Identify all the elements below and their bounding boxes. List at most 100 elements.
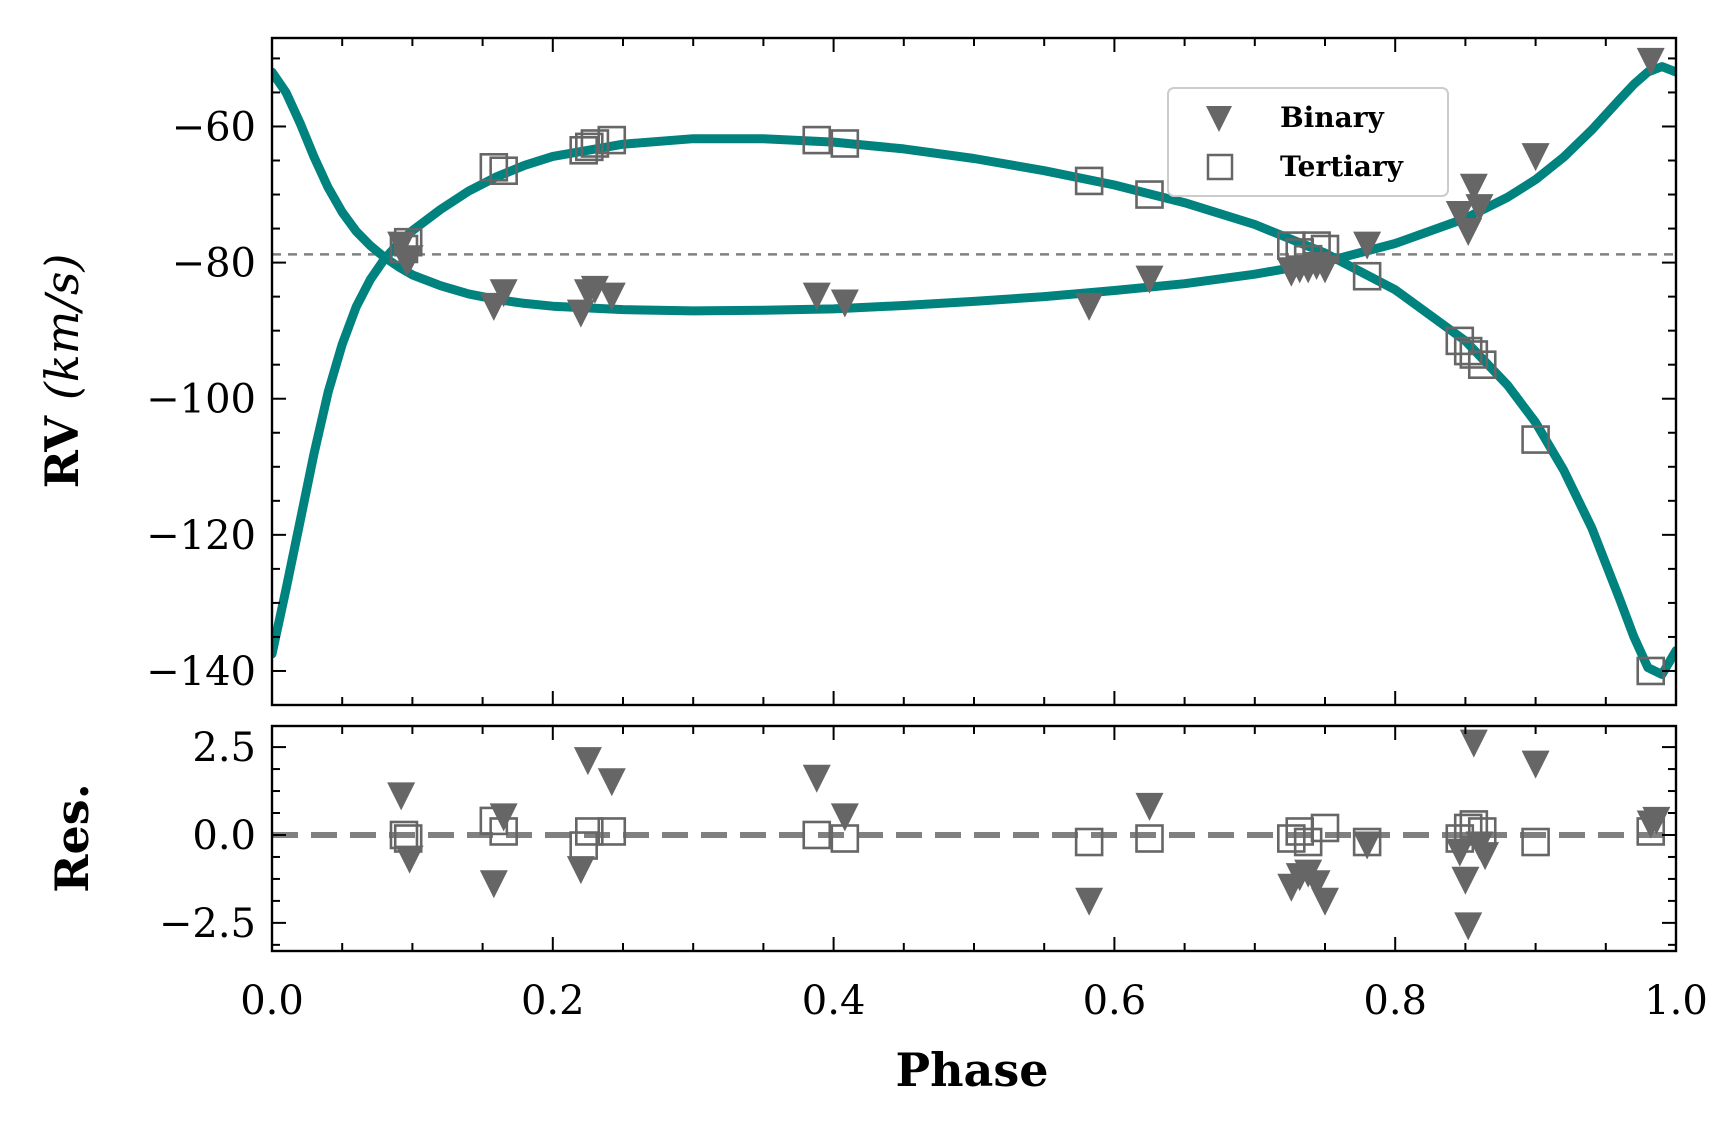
residuals-panel: 2.5 0.0 −2.5 Res. [45,724,1678,953]
res-binary-point [1075,887,1104,916]
legend: Binary Tertiary [1167,87,1449,197]
res-tertiary-point [597,817,627,846]
res-tertiary-point [1352,827,1382,857]
legend-binary-label: Binary [1280,101,1385,134]
rv-y-tick-label: −60 [172,104,256,150]
rv-panel: −60 −80 −100 −120 −140 RV (km/s) Binary Tert… [35,36,1678,707]
rv-tertiary-point [569,136,598,165]
rv-tertiary-point [479,153,509,182]
res-tertiary-point [479,806,509,836]
x-tick-label: 0.8 [1363,978,1427,1024]
res-tertiary-point [1459,810,1489,839]
rv-tertiary-point [1310,234,1340,264]
res-binary-point [387,782,416,811]
res-tertiary-point [1285,817,1315,846]
res-binary-point [1353,831,1382,860]
res-binary-point [1451,866,1480,895]
rv-binary-point [1521,143,1550,172]
res-binary-point [1311,887,1339,916]
legend-binary-marker [1206,106,1232,132]
res-binary-point [395,845,424,874]
residual-ticks [271,726,1677,951]
res-binary-point [573,747,602,776]
res-tertiary-point [393,824,423,853]
rv-binary-point [1454,217,1483,246]
rv-tertiary-point [597,125,627,155]
res-binary-point [1459,729,1488,758]
res-tertiary-point [802,820,832,850]
rv-tertiary-point [580,129,610,158]
res-binary-point [802,764,831,793]
res-tertiary-point [1135,824,1164,853]
rv-binary-point [1459,173,1488,202]
rv-binary-point [830,289,859,318]
res-tertiary-point [1310,813,1340,843]
rv-tertiary-point [489,156,518,186]
x-tick-label: 0.2 [521,978,585,1024]
rv-ylabel-quantity: RV [35,415,89,489]
rv-binary-point [1075,292,1104,321]
res-tertiary-point [389,820,419,850]
res-tertiary-point [1521,827,1550,857]
rv-tertiary-point [1074,166,1104,196]
res-tertiary-point [830,824,860,853]
res-binary-point [1302,870,1331,899]
rv-ylabel-unit: (km/s) [35,254,89,401]
rv-binary-point [802,282,831,311]
rv-tertiary-point [1467,350,1497,379]
rv-tertiary-point [1459,340,1489,369]
rv-y-tick-label: −120 [146,513,256,559]
res-y-tick-label: 0.0 [192,813,256,859]
rv-binary-point [1353,231,1382,260]
res-y-tick-label: 2.5 [192,725,256,771]
res-binary-point [1471,842,1500,871]
rv-tertiary-point [1352,261,1382,291]
res-binary-point [1454,912,1483,941]
legend-tertiary-label: Tertiary [1280,150,1404,183]
rv-y-tick-labels: −60 −80 −100 −120 −140 [146,104,256,694]
rv-tertiary-point [1135,180,1164,209]
rv-tertiary-point [393,227,423,257]
rv-binary-point [1135,265,1164,294]
rv-binary-point [1636,47,1665,76]
model-curve-tertiary [272,134,1676,679]
rv-y-tick-label: −140 [146,649,256,695]
legend-tertiary-marker [1206,153,1234,181]
res-binary-point [566,856,595,885]
res-tertiary-point [489,817,518,846]
legend-frame [1167,87,1449,197]
rv-binary-point [566,299,595,328]
residual-y-tick-labels: 2.5 0.0 −2.5 [159,725,256,947]
rv-binary-point [489,279,518,308]
rv-tertiary-point [389,234,419,264]
rv-ticks [271,38,1677,706]
rv-binary-point [1465,194,1494,223]
res-tertiary-point [1074,827,1104,857]
res-tertiary-point [1636,817,1666,846]
x-tick-labels: 0.0 0.2 0.4 0.6 0.8 1.0 [240,978,1708,1024]
residual-ylabel: Res. [45,783,99,892]
res-tertiary-point [1277,824,1306,853]
x-tick-label: 0.6 [1083,978,1147,1024]
rv-tertiary-point [575,132,604,162]
res-binary-point [597,768,626,797]
rv-y-tick-label: −100 [146,377,256,423]
rv-plot-frame [270,36,1678,707]
x-tick-label: 1.0 [1644,978,1708,1024]
res-tertiary-point [575,817,604,846]
x-tick-label: 0.4 [802,978,866,1024]
rv-model-curves [272,62,1676,679]
rv-tertiary-point [830,129,860,158]
rv-y-tick-label: −80 [172,241,256,287]
rv-tertiary-point [1302,231,1331,260]
model-curve-binary [272,62,1676,316]
rv-tertiary-point [1521,425,1550,454]
res-binary-point [1642,806,1671,835]
res-y-tick-label: −2.5 [159,901,256,947]
x-tick-label: 0.0 [240,978,304,1024]
residual-plot-frame [270,724,1678,953]
res-binary-point [1521,750,1550,779]
rv-tertiary-point [802,125,832,155]
rv-binary-point [597,282,626,311]
